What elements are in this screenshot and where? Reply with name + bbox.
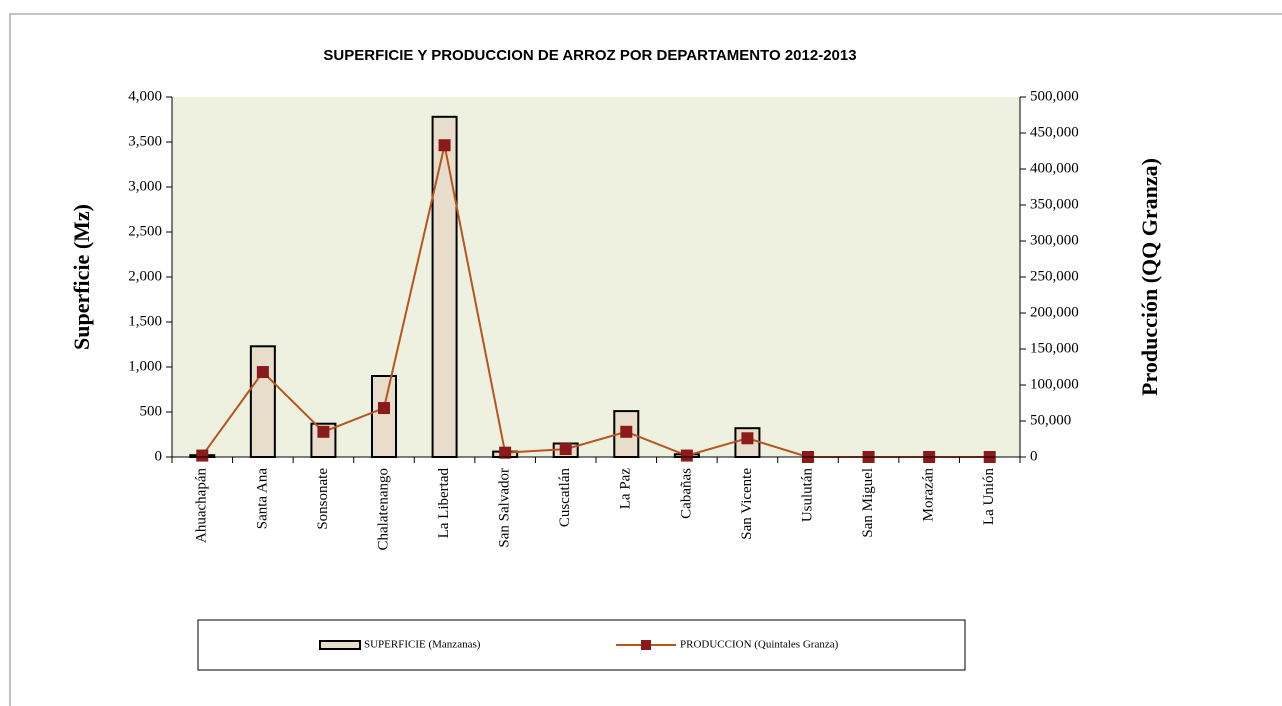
y-tick-label: 2,500 [128, 223, 162, 239]
y2-tick-label: 350,000 [1030, 196, 1079, 212]
x-tick-label: La Unión [981, 468, 997, 526]
legend-box [197, 619, 966, 671]
marker [378, 402, 390, 415]
x-tick-label: Cuscatlán [557, 468, 573, 528]
marker [620, 425, 633, 438]
x-tick-label: San Vicente [739, 468, 755, 540]
y2-tick-label: 100,000 [1030, 376, 1079, 392]
x-tick-label: Cabañas [678, 468, 694, 519]
y2-tick-label: 50,000 [1030, 412, 1071, 428]
marker [680, 449, 693, 462]
x-tick-label: La Paz [618, 468, 634, 510]
x-tick-label: La Libertad [436, 468, 452, 539]
x-tick-label: Chalatenango [375, 468, 391, 550]
y-axis-title: Superficie (Mz) [69, 204, 94, 350]
legend-marker [641, 640, 651, 650]
marker [438, 139, 451, 152]
y2-tick-label: 250,000 [1030, 268, 1079, 284]
y-tick-label: 2,000 [128, 268, 162, 284]
marker [499, 446, 512, 459]
y2-tick-label: 450,000 [1030, 124, 1079, 140]
y-tick-label: 3,000 [128, 178, 162, 194]
bar [249, 345, 276, 458]
marker [256, 366, 269, 379]
frame [9, 13, 1282, 706]
x-tick-label: Morazán [921, 468, 937, 522]
y2-axis-title: Producción (QQ Granza) [1137, 158, 1162, 396]
chart-title: SUPERFICIE Y PRODUCCION DE ARROZ POR DEP… [323, 47, 856, 64]
y-tick-label: 500 [140, 403, 163, 419]
marker [317, 425, 330, 438]
plot-area [172, 97, 1020, 457]
marker [741, 432, 754, 445]
legend-label: SUPERFICIE (Manzanas) [364, 639, 481, 651]
legend-label: PRODUCCION (Quintales Granza) [680, 639, 839, 651]
y2-tick-label: 150,000 [1030, 340, 1079, 356]
marker [559, 443, 572, 456]
x-tick-label: Usulután [799, 468, 815, 523]
marker [196, 449, 209, 462]
y-tick-label: 0 [155, 448, 163, 464]
x-tick-label: Santa Ana [254, 468, 270, 530]
legend-swatch [319, 640, 361, 650]
y-tick-label: 4,000 [128, 88, 162, 104]
y2-tick-label: 300,000 [1030, 232, 1079, 248]
bar [431, 115, 458, 459]
y-tick-label: 1,500 [128, 313, 162, 329]
x-tick-label: Sonsonate [315, 468, 331, 530]
x-tick-label: San Salvador [497, 468, 513, 548]
y2-tick-label: 400,000 [1030, 160, 1079, 176]
y2-tick-label: 500,000 [1030, 88, 1079, 104]
bar [371, 375, 397, 458]
y2-tick-label: 0 [1030, 448, 1038, 464]
x-tick-label: San Miguel [860, 468, 876, 538]
y2-tick-label: 200,000 [1030, 304, 1079, 320]
y-tick-label: 1,000 [128, 358, 162, 374]
y-tick-label: 3,500 [128, 133, 162, 149]
x-tick-label: Ahuachapán [194, 468, 210, 543]
